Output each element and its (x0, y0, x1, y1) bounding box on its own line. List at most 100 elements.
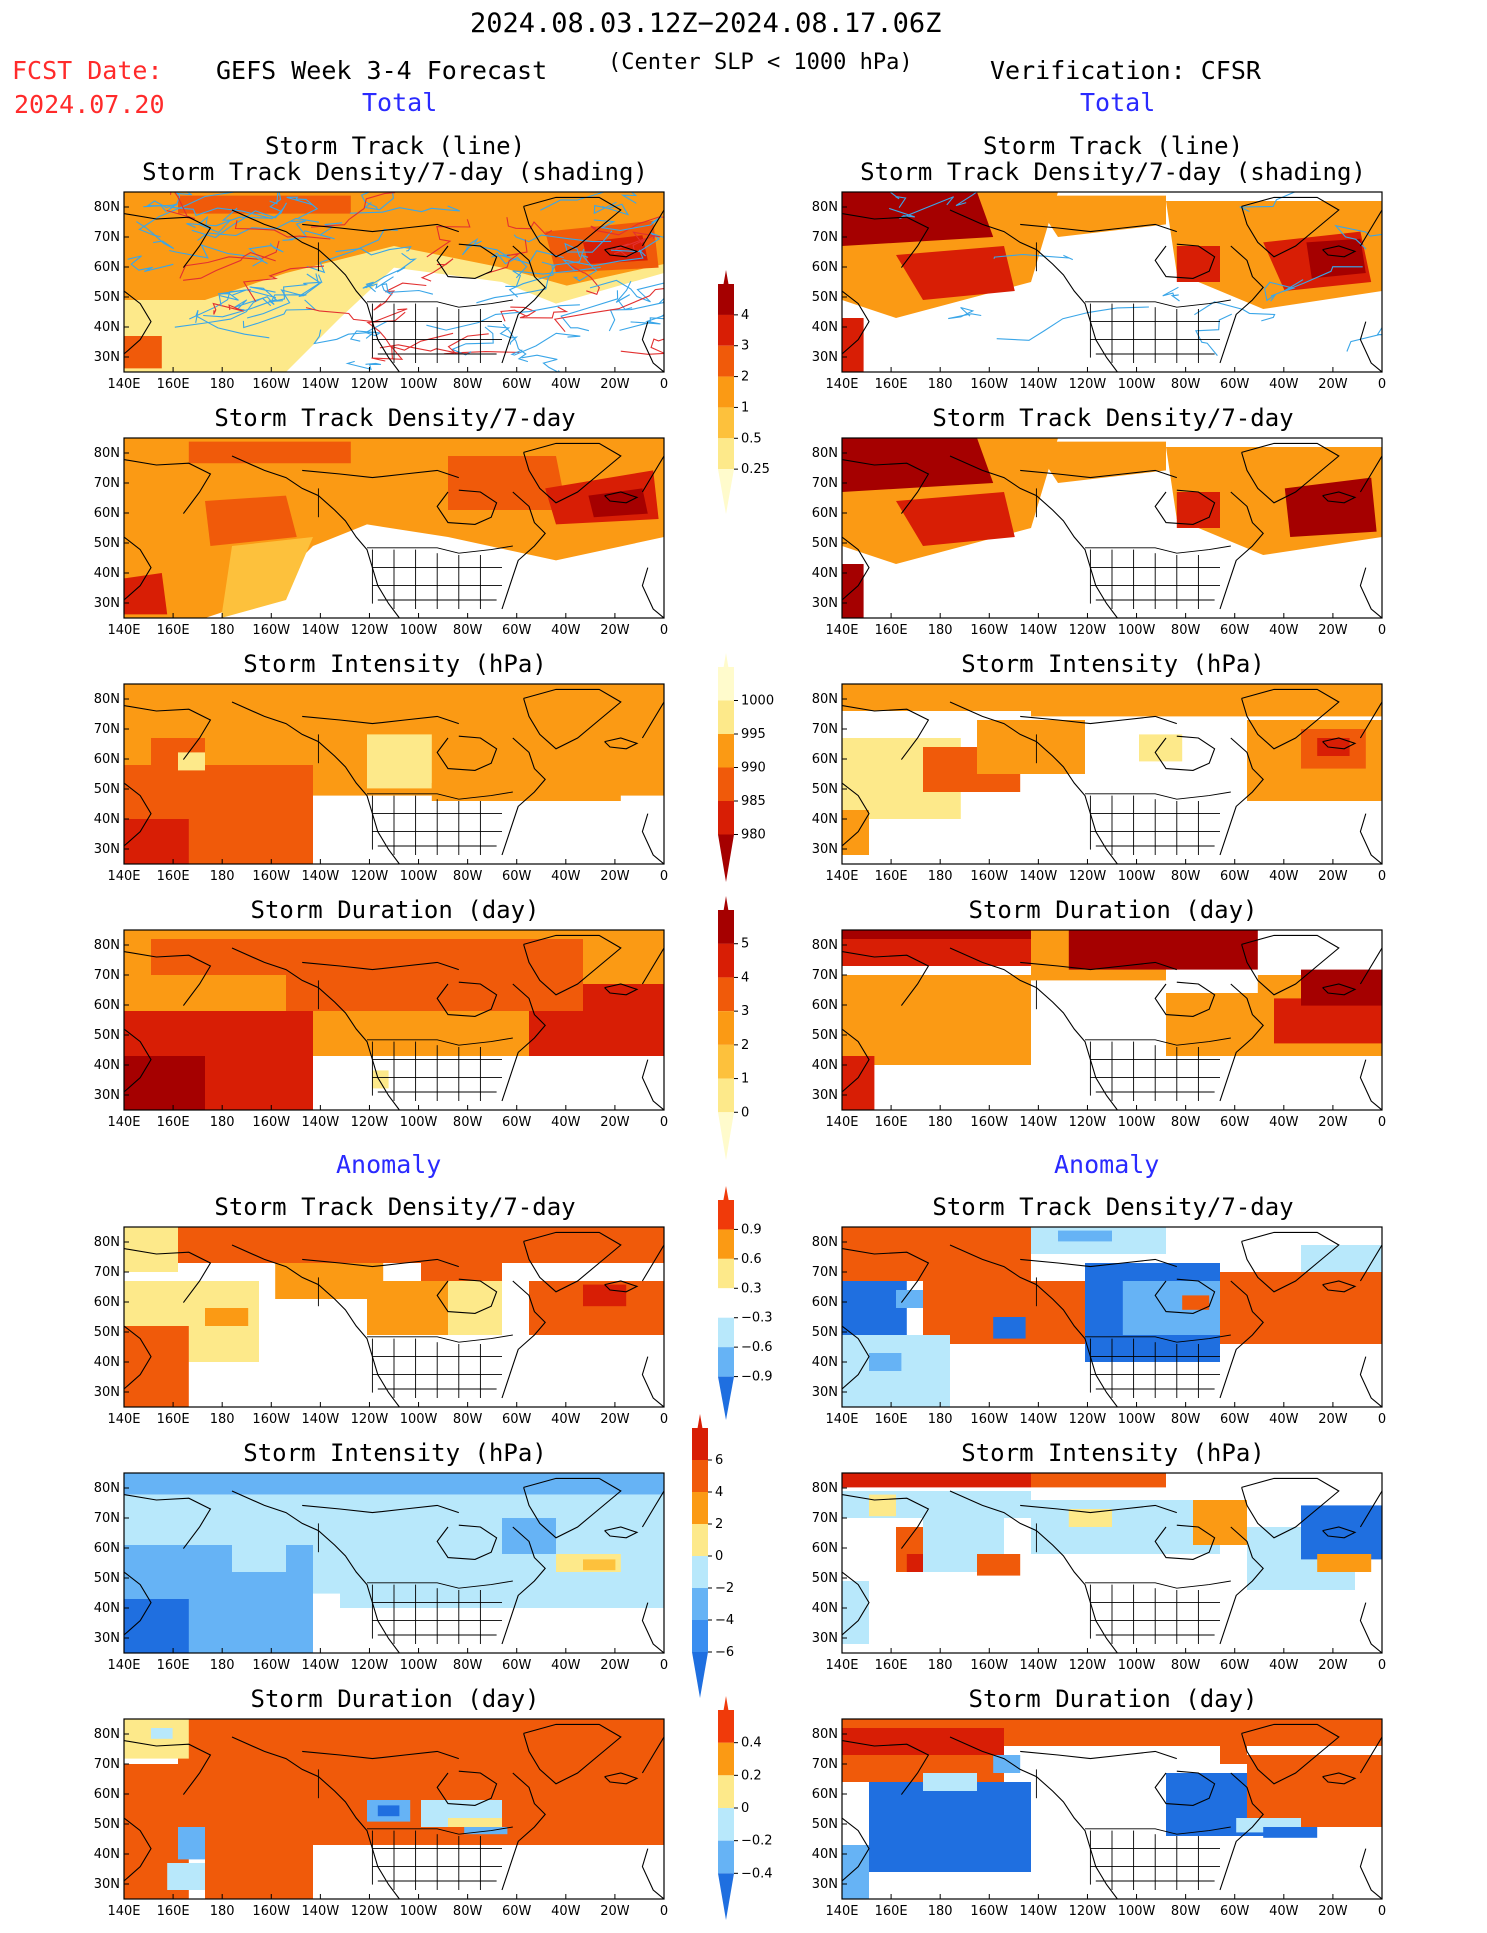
lon-label: 160W (970, 1658, 1008, 1673)
shade-cell (1068, 1509, 1112, 1527)
lon-label: 180 (928, 1658, 953, 1673)
shade-cell (1058, 1230, 1112, 1242)
colorbar-label: 0.2 (741, 1768, 762, 1783)
coastline (436, 1770, 498, 1806)
colorbar-swatch (718, 376, 734, 408)
coastline (1219, 245, 1264, 364)
storm-track-line (508, 248, 585, 298)
coastline (1241, 196, 1340, 258)
map-frame (841, 929, 1383, 1111)
coastline (1154, 735, 1216, 771)
shade-cell (464, 1827, 508, 1835)
storm-track-line (560, 290, 619, 332)
lon-label: 0 (1378, 1115, 1386, 1130)
panel-title-l5: Storm Track Density/7-day (214, 1193, 576, 1221)
coastline (1359, 1602, 1382, 1653)
lon-label: 40W (551, 623, 581, 638)
map-frame (841, 1472, 1383, 1654)
lon-label: 140W (1020, 377, 1058, 392)
map-content (124, 684, 664, 864)
storm-track-line (345, 360, 382, 371)
coastline (1359, 1356, 1382, 1407)
lon-label: 40W (1269, 1658, 1299, 1673)
coastline (604, 1280, 639, 1293)
storm-track-line (379, 344, 520, 354)
storm-track-line (486, 239, 528, 275)
lat-label: 40N (94, 566, 120, 581)
coastline (1322, 245, 1357, 258)
shade-cell (1301, 969, 1382, 1006)
coastline (302, 715, 459, 725)
lat-label: 30N (812, 1631, 838, 1646)
lat-label: 60N (94, 260, 120, 275)
coastline (302, 469, 459, 479)
storm-track-line (212, 302, 244, 315)
lat-label: 80N (94, 1481, 120, 1496)
coastline (842, 290, 870, 355)
coastline (641, 1059, 664, 1110)
shade-cell (1317, 738, 1350, 756)
lat-label: 30N (94, 842, 120, 857)
coastline (124, 782, 152, 847)
lon-label: 140E (825, 1904, 858, 1919)
shade-cell (124, 1056, 205, 1110)
lon-label: 120W (351, 377, 389, 392)
colorbar-swatch (718, 1710, 734, 1743)
lat-label: 80N (812, 1481, 838, 1496)
storm-track-line (169, 203, 273, 220)
storm-track-line (510, 332, 581, 356)
lon-label: 140W (302, 1904, 340, 1919)
coastline (641, 701, 664, 739)
colorbar-swatch (692, 1460, 708, 1492)
coastline (842, 1817, 870, 1882)
shade-cell (1193, 1500, 1247, 1545)
coastline (842, 536, 870, 601)
map-content (124, 930, 664, 1110)
coastline (1241, 1477, 1340, 1539)
storm-track-line (889, 192, 907, 209)
map-panel-l4: 80N 70N 60N 50N 40N 30N 140E 160E 180 160W 140W 120… (80, 929, 676, 1144)
lon-label: 180 (210, 377, 235, 392)
lon-label: 100W (1118, 623, 1156, 638)
lat-label: 30N (94, 1631, 120, 1646)
lon-label: 160W (970, 1904, 1008, 1919)
colorbar-label: −6 (715, 1645, 734, 1660)
coastline (641, 455, 664, 493)
lon-label: 140W (302, 1412, 340, 1427)
lon-label: 120W (1069, 1904, 1107, 1919)
coastline (842, 1028, 870, 1093)
map-panel-r6: 80N 70N 60N 50N 40N 30N 140E 160E 180 160W 140W 120… (798, 1472, 1394, 1687)
coastline (124, 213, 212, 268)
coastline (842, 1571, 870, 1636)
coastline (604, 491, 639, 504)
colorbar-swatch (718, 943, 734, 978)
shade-cell (1068, 930, 1258, 970)
storm-track-line (366, 311, 406, 359)
lat-label: 70N (812, 968, 838, 983)
storm-track-line (426, 304, 580, 331)
storm-track-line (620, 338, 664, 355)
lon-label: 80W (1171, 1115, 1201, 1130)
lat-label: 60N (812, 752, 838, 767)
lon-label: 80W (453, 1412, 483, 1427)
colorbar-label: 6 (715, 1453, 723, 1468)
lon-label: 160W (252, 869, 290, 884)
lon-label: 120W (351, 1115, 389, 1130)
lon-label: 60W (1220, 1115, 1250, 1130)
map-panel-r4: 80N 70N 60N 50N 40N 30N 140E 160E 180 160W 140W 120… (798, 929, 1394, 1144)
lat-label: 80N (812, 938, 838, 953)
coastline (1359, 209, 1382, 247)
lat-label: 80N (812, 200, 838, 215)
storm-track-line (203, 286, 278, 318)
lon-label: 0 (660, 1115, 668, 1130)
lon-label: 160E (875, 623, 908, 638)
lon-label: 120W (1069, 869, 1107, 884)
lon-label: 40W (551, 1115, 581, 1130)
storm-track-line (381, 283, 434, 296)
lon-label: 140E (107, 1904, 140, 1919)
storm-track-line (564, 230, 613, 257)
lat-label: 40N (812, 1847, 838, 1862)
lon-label: 80W (453, 1658, 483, 1673)
storm-track-line (186, 202, 287, 229)
coastline (641, 1848, 664, 1899)
